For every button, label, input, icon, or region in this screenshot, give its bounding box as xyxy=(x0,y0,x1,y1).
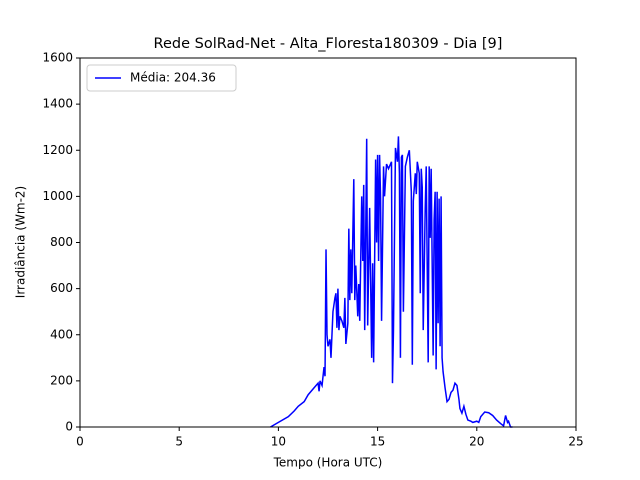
x-tick-label: 25 xyxy=(568,435,583,449)
y-tick-label: 1400 xyxy=(42,97,73,111)
y-tick-label: 200 xyxy=(50,373,73,387)
data-line xyxy=(270,136,513,428)
y-tick-label: 1600 xyxy=(42,51,73,65)
x-tick-label: 15 xyxy=(370,435,385,449)
y-tick-label: 400 xyxy=(50,327,73,341)
legend-label: Média: 204.36 xyxy=(130,71,216,85)
y-axis-label: Irradiância (Wm-2) xyxy=(14,186,28,298)
x-tick-label: 20 xyxy=(469,435,484,449)
y-tick-label: 0 xyxy=(65,420,73,434)
y-tick-label: 600 xyxy=(50,281,73,295)
x-tick-label: 10 xyxy=(271,435,286,449)
plot-frame xyxy=(79,57,577,428)
chart-title: Rede SolRad-Net - Alta_Floresta180309 - … xyxy=(154,36,503,52)
legend-box xyxy=(86,64,237,92)
x-tick-label: 5 xyxy=(175,435,183,449)
x-axis-label: Tempo (Hora UTC) xyxy=(273,456,383,470)
y-tick-label: 1200 xyxy=(42,143,73,157)
x-tick-label: 0 xyxy=(76,435,84,449)
y-tick-label: 1000 xyxy=(42,189,73,203)
y-tick-label: 800 xyxy=(50,235,73,249)
